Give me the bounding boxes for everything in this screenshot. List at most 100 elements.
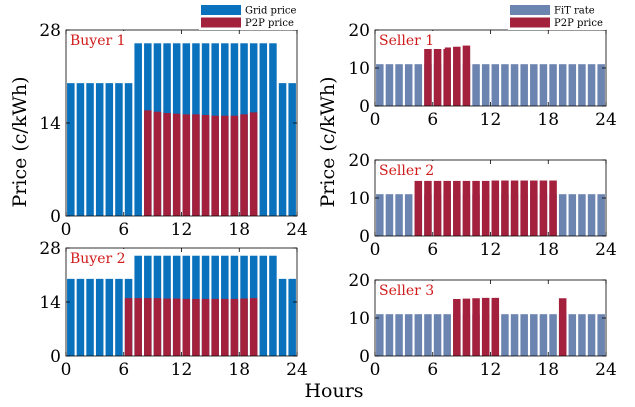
- seller-3-x-tick-label: 6: [427, 360, 438, 380]
- buyer-1-y-tick-label: 14: [39, 114, 61, 134]
- seller-1-fit-rate-bar-20: [568, 64, 577, 106]
- seller-2-p2p-price-bar-13: [501, 180, 509, 236]
- buyer-2-p2p-price-bar-13: [192, 298, 200, 356]
- buyer-2-y-tick-label: 0: [50, 347, 61, 367]
- seller-1-fit-rate-bar-3: [404, 64, 413, 106]
- seller-3-fit-rate-bar-22: [587, 314, 596, 356]
- seller-3-fit-rate-bar-21: [578, 314, 586, 356]
- buyer-2-title-box: Buyer 2: [67, 249, 129, 267]
- seller-1-fit-rate-bar-0: [376, 64, 384, 106]
- seller-1-title-box: Seller 1: [376, 31, 445, 49]
- seller-2-fit-rate-bar-23: [597, 194, 605, 236]
- buyer-1-p2p-price-bar-19: [249, 112, 258, 216]
- buyer-2-panel: 0 6 12 18 24 0 14 28 Buyer 2: [39, 239, 307, 380]
- seller-2-fit-rate-bar-1: [385, 194, 394, 236]
- seller-3-p2p-price-bar-12: [491, 297, 500, 356]
- seller-2-y-tick-label: 20: [348, 151, 370, 171]
- buyer-1-grid-price-bar-0: [67, 83, 75, 216]
- seller-2-panel: 0 6 12 18 24 0 10 20 Seller 2: [348, 151, 616, 260]
- buyer-2-grid-price-bar-0: [67, 278, 75, 356]
- buyer-1-legend-swatch-1: [201, 17, 241, 28]
- buyer-2-grid-price-bar-3: [95, 278, 104, 356]
- seller-2-title-bg: [376, 161, 445, 179]
- seller-3-fit-rate-bar-7: [443, 314, 451, 356]
- buyer-2-p2p-price-bar-7: [134, 298, 142, 356]
- seller-1-p2p-price-bar-9: [462, 45, 471, 106]
- seller-3-y-tick-label: 0: [359, 347, 370, 367]
- buyer-2-title-bg: [67, 249, 129, 267]
- seller-2-p2p-price-bar-18: [549, 180, 557, 236]
- buyer-1-p2p-price-bar-12: [182, 114, 191, 216]
- seller-3-fit-rate-bar-14: [510, 314, 519, 356]
- seller-3-x-tick-label: 12: [480, 360, 502, 380]
- seller-2-fit-rate-bar-2: [395, 194, 403, 236]
- seller-3-fit-rate-bar-20: [568, 314, 577, 356]
- seller-3-title: Seller 3: [379, 283, 434, 299]
- buyer-1-p2p-price-bar-15: [211, 115, 219, 216]
- seller-1-p2p-price-bar-6: [433, 47, 442, 106]
- buyer-1-grid-price-bar-4: [105, 83, 114, 216]
- seller-3-p2p-price-bar-19: [558, 298, 567, 356]
- seller-1-p2p-price-bar-8: [453, 46, 461, 106]
- buyer-1-p2p-price-bar-14: [201, 115, 210, 216]
- seller-2-p2p-price-bar-14: [510, 180, 519, 236]
- seller-2-fit-rate-bar-3: [404, 194, 413, 236]
- seller-2-p2p-price-bar-5: [424, 180, 432, 236]
- seller-1-title-bg: [376, 31, 445, 49]
- buyer-2-grid-price-bar-22: [278, 278, 287, 356]
- seller-2-p2p-price-bar-15: [520, 180, 528, 236]
- seller-2-x-tick-label: 12: [480, 240, 502, 260]
- buyer-1-p2p-price-bar-18: [240, 114, 248, 216]
- buyer-1-legend-label-1: P2P price: [245, 18, 294, 29]
- buyer-1-x-tick-label: 6: [118, 220, 129, 240]
- seller-3-fit-rate-bar-6: [433, 314, 442, 356]
- seller-3-x-tick-label: 0: [370, 360, 381, 380]
- buyer-1-grid-price-bar-5: [115, 83, 123, 216]
- buyer-2-p2p-price-bar-19: [249, 298, 258, 356]
- seller-1-x-tick-label: 0: [370, 110, 381, 130]
- seller-1-legend-swatch-1: [510, 17, 550, 28]
- seller-1-fit-rate-bar-21: [578, 64, 586, 106]
- buyer-2-p2p-price-bar-12: [182, 298, 191, 356]
- seller-3-x-tick-label: 24: [595, 360, 617, 380]
- buyer-2-p2p-price-bar-8: [144, 298, 152, 356]
- buyer-1-grid-price-bar-7: [134, 43, 142, 216]
- seller-3-p2p-price-bar-8: [453, 299, 461, 356]
- seller-2-p2p-price-bar-9: [462, 180, 471, 236]
- seller-1-x-tick-label: 18: [537, 110, 559, 130]
- seller-3-y-tick-label: 20: [348, 271, 370, 291]
- buyer-1-x-tick-label: 12: [171, 220, 193, 240]
- buyer-1-x-tick-label: 18: [228, 220, 250, 240]
- seller-3-p2p-price-bar-10: [472, 298, 480, 356]
- buyer-2-p2p-price-bar-17: [230, 298, 239, 356]
- buyer-2-grid-price-bar-23: [288, 278, 296, 356]
- seller-2-p2p-price-bar-16: [530, 180, 538, 236]
- buyer-2-x-tick-label: 6: [118, 360, 129, 380]
- buyer-2-y-tick-label: 28: [39, 239, 61, 259]
- buyer-2-x-tick-label: 18: [228, 360, 250, 380]
- seller-3-fit-rate-bar-13: [501, 314, 509, 356]
- seller-2-x-tick-label: 24: [595, 240, 617, 260]
- buyer-1-grid-price-bar-6: [124, 83, 133, 216]
- buyer-2-p2p-price-bar-18: [240, 298, 248, 356]
- seller-1-p2p-price-bar-5: [424, 47, 432, 106]
- seller-3-y-tick-label: 10: [348, 309, 370, 329]
- seller-1-fit-rate-bar-1: [385, 64, 394, 106]
- buyer-2-grid-price-bar-21: [269, 255, 277, 356]
- seller-1-x-tick-label: 12: [480, 110, 502, 130]
- buyer-1-title-bg: [67, 31, 129, 49]
- seller-3-fit-rate-bar-15: [520, 314, 528, 356]
- seller-1-fit-rate-bar-14: [510, 64, 519, 106]
- seller-3-p2p-price-bar-9: [462, 298, 471, 356]
- seller-1-title: Seller 1: [379, 33, 434, 49]
- right-y-axis-label: Price (c/kWh): [317, 76, 339, 207]
- buyer-2-p2p-price-bar-16: [221, 298, 229, 356]
- buyer-2-p2p-price-bar-6: [124, 298, 133, 356]
- buyer-1-title-box: Buyer 1: [67, 31, 129, 49]
- buyer-1-p2p-price-bar-11: [172, 113, 181, 216]
- buyer-2-y-tick-label: 14: [39, 293, 61, 313]
